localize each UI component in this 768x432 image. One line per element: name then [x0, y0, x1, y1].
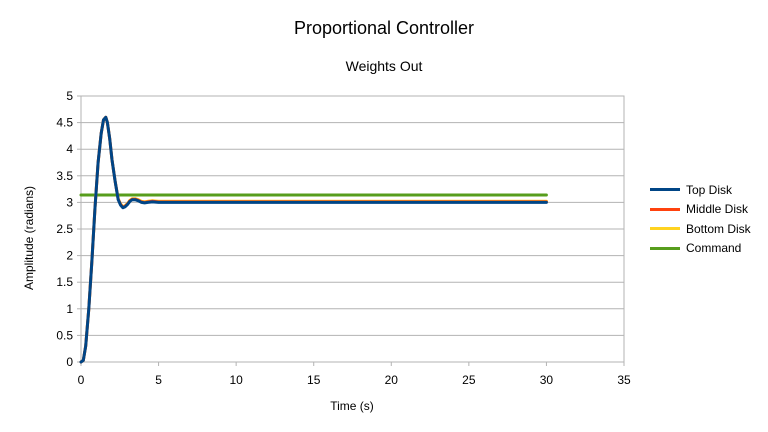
- y-tick-label: 4: [66, 142, 73, 156]
- chart-subtitle: Weights Out: [345, 58, 423, 74]
- legend-swatch-bottom-disk: [650, 227, 680, 231]
- x-tick-label: 0: [78, 373, 85, 387]
- x-axis-label: Time (s): [330, 399, 374, 413]
- legend-item-bottom-disk: Bottom Disk: [650, 219, 751, 239]
- x-tick-label: 10: [229, 373, 243, 387]
- legend-swatch-top-disk: [650, 188, 680, 192]
- y-tick-label: 3.5: [56, 169, 73, 183]
- y-tick-label: 2: [66, 249, 73, 263]
- series-line-middle-disk: [79, 115, 548, 364]
- y-tick-label: 2.5: [56, 222, 73, 236]
- legend-item-middle-disk: Middle Disk: [650, 200, 751, 220]
- legend-item-command: Command: [650, 239, 751, 259]
- y-tick-label: 5: [66, 89, 73, 103]
- y-tick-label: 4.5: [56, 116, 73, 130]
- plot-frame: [80, 95, 625, 363]
- y-tick-label: 0: [66, 355, 73, 369]
- x-tick-label: 15: [307, 373, 321, 387]
- legend-item-top-disk: Top Disk: [650, 180, 751, 200]
- x-tick-label: 25: [462, 373, 476, 387]
- chart-title: Proportional Controller: [293, 18, 475, 38]
- series-line-bottom-disk: [79, 115, 548, 364]
- legend-swatch-command: [650, 246, 680, 250]
- x-tick-label: 30: [540, 373, 554, 387]
- legend-swatch-middle-disk: [650, 207, 680, 211]
- y-tick-label: 0.5: [56, 328, 73, 342]
- legend-label-top-disk: Top Disk: [686, 182, 733, 197]
- y-tick-label: 3: [66, 195, 73, 209]
- x-tick-label: 35: [617, 373, 631, 387]
- y-tick-label: 1.5: [56, 275, 73, 289]
- x-tick-label: 20: [385, 373, 399, 387]
- series-line-top-disk: [79, 115, 548, 364]
- legend-label-middle-disk: Middle Disk: [686, 202, 749, 217]
- legend-label-bottom-disk: Bottom Disk: [686, 221, 751, 236]
- y-tick-label: 1: [66, 302, 73, 316]
- legend: Top Disk Middle Disk Bottom Disk Command: [650, 180, 751, 258]
- x-tick-label: 5: [155, 373, 162, 387]
- legend-label-command: Command: [686, 241, 742, 256]
- y-axis-label: Amplitude (radians): [22, 185, 36, 291]
